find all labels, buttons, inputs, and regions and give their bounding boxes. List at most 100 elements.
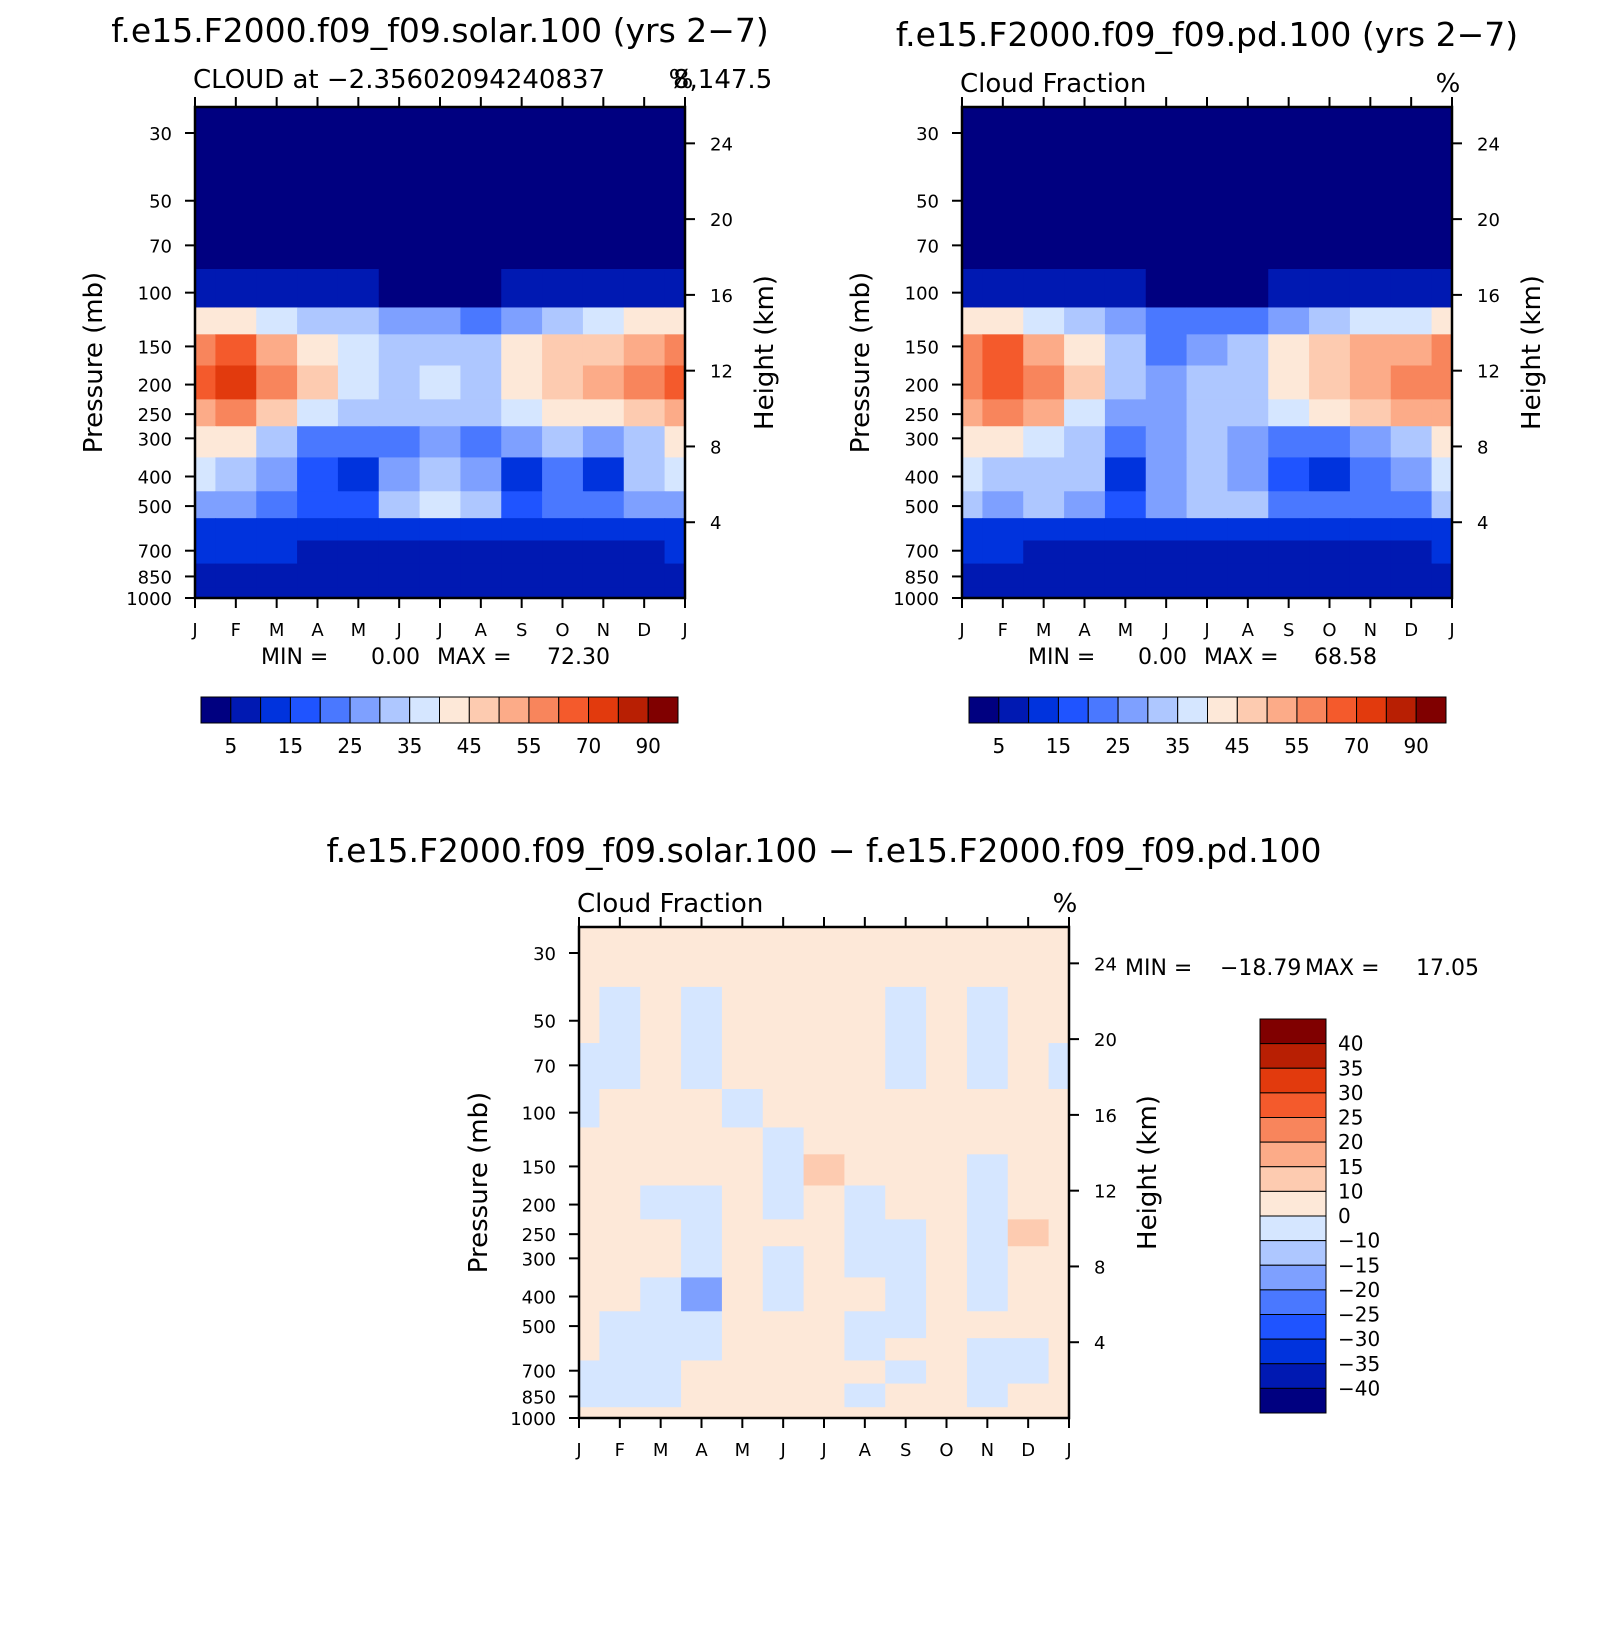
heatmap-cell [1023, 518, 1065, 542]
heatmap-cell [1145, 457, 1188, 492]
heatmap-cell [599, 1185, 641, 1220]
heatmap-cell [501, 365, 543, 400]
heatmap-cell [337, 457, 380, 492]
heatmap-cell [256, 307, 298, 335]
heatmap-cell [256, 166, 298, 224]
heatmap-cell [337, 334, 380, 367]
heatmap-cell [803, 1277, 846, 1312]
heatmap-cell [599, 1219, 641, 1247]
heatmap-cell [297, 307, 339, 335]
heatmap-cell [1023, 365, 1065, 400]
min-label: MIN = [1028, 645, 1095, 670]
heatmap-cell [378, 426, 421, 459]
y-tick-label: 50 [533, 1012, 556, 1033]
heatmap-cell [962, 540, 984, 565]
heatmap-cell [1048, 1360, 1070, 1385]
heatmap-cell [1104, 457, 1147, 492]
y-right-tick-label: 4 [710, 513, 721, 534]
heatmap-cell [966, 1246, 1009, 1279]
heatmap-cell [681, 1338, 723, 1362]
heatmap-cell [885, 1383, 927, 1408]
heatmap-cell [844, 1043, 886, 1090]
heatmap-cell [721, 1043, 764, 1090]
heatmap-cell [1390, 269, 1433, 309]
heatmap-cell [1023, 491, 1065, 519]
heatmap-cell [256, 107, 298, 168]
heatmap-cell [721, 1311, 764, 1339]
y-right-tick-label: 24 [710, 134, 733, 155]
heatmap-cell [664, 223, 686, 270]
heatmap-cell [1145, 399, 1188, 427]
heatmap-cell [885, 1154, 927, 1187]
heatmap-cell [1268, 540, 1310, 565]
heatmap-cell [256, 399, 298, 427]
heatmap-cell [1145, 540, 1188, 565]
heatmap-cell [419, 334, 462, 367]
heatmap-cell [664, 269, 686, 309]
y-tick-label: 250 [138, 405, 172, 426]
heatmap-cell [1186, 587, 1229, 599]
heatmap-cell [579, 986, 601, 1044]
y-tick-label: 500 [138, 497, 172, 518]
heatmap-cell [803, 1360, 846, 1385]
heatmap-cell [762, 1311, 805, 1339]
x-tick-label: A [1242, 620, 1255, 641]
heatmap-cell [1227, 307, 1269, 335]
heatmap-cell [1390, 166, 1433, 224]
heatmap-cell [762, 1360, 805, 1385]
heatmap-cell [460, 457, 502, 492]
y-right-tick-label: 24 [1477, 134, 1500, 155]
colorbar-box [1259, 1117, 1327, 1143]
heatmap-cell [982, 334, 1024, 367]
colorbar-box [1385, 696, 1417, 724]
heatmap-cell [1309, 426, 1351, 459]
heatmap-cell [1268, 426, 1310, 459]
colorbar-label: 55 [516, 734, 541, 758]
heatmap-cell [582, 457, 625, 492]
colorbar-label: 5 [224, 734, 237, 758]
heatmap-cell [1431, 307, 1453, 335]
heatmap-cell [1064, 587, 1106, 599]
y-right-axis-label: Height (km) [1133, 1095, 1163, 1250]
heatmap-cell [982, 307, 1024, 335]
heatmap-cell [1007, 1311, 1050, 1339]
heatmap-cell [215, 491, 257, 519]
heatmap-cell [640, 1311, 682, 1339]
heatmap-cell [1309, 334, 1351, 367]
heatmap-cell [297, 491, 339, 519]
heatmap-cell [1268, 269, 1310, 309]
colorbar: 5 15 25 35 45 55 70 90 [200, 696, 679, 758]
heatmap-cell [542, 518, 584, 542]
x-tick-label: S [900, 1440, 911, 1461]
heatmap-cell [542, 269, 584, 309]
heatmap-cell [1145, 307, 1188, 335]
heatmap-cell [337, 107, 380, 168]
heatmap-cell [542, 491, 584, 519]
heatmap-cell [926, 927, 968, 988]
heatmap-cell [1390, 540, 1433, 565]
heatmap-cell [579, 1089, 601, 1129]
panel-1: f.e15.F2000.f09_f09.solar.100 (yrs 2−7) C… [79, 11, 780, 758]
heatmap-cell [1349, 365, 1392, 400]
heatmap-cell [926, 1311, 968, 1339]
heatmap-cell [640, 986, 682, 1044]
heatmap-cell [1349, 334, 1392, 367]
heatmap-cell [378, 223, 421, 270]
heatmap-cell [721, 1338, 764, 1362]
heatmap-cell [297, 587, 339, 599]
y-right-tick-label: 20 [710, 210, 733, 231]
colorbar-box [1259, 1314, 1327, 1340]
heatmap-cell [1048, 1185, 1070, 1220]
heatmap-cell [1431, 334, 1453, 367]
heatmap-cell [623, 107, 666, 168]
heatmap-cell [1064, 365, 1106, 400]
heatmap-cell [762, 1246, 805, 1279]
heatmap-cell [1349, 563, 1392, 588]
heatmap-cell [419, 518, 462, 542]
heatmap-cell [599, 1043, 641, 1090]
heatmap-cell [1145, 587, 1188, 599]
y-tick-label: 850 [522, 1387, 556, 1408]
y-right-tick-label: 8 [1477, 437, 1488, 458]
